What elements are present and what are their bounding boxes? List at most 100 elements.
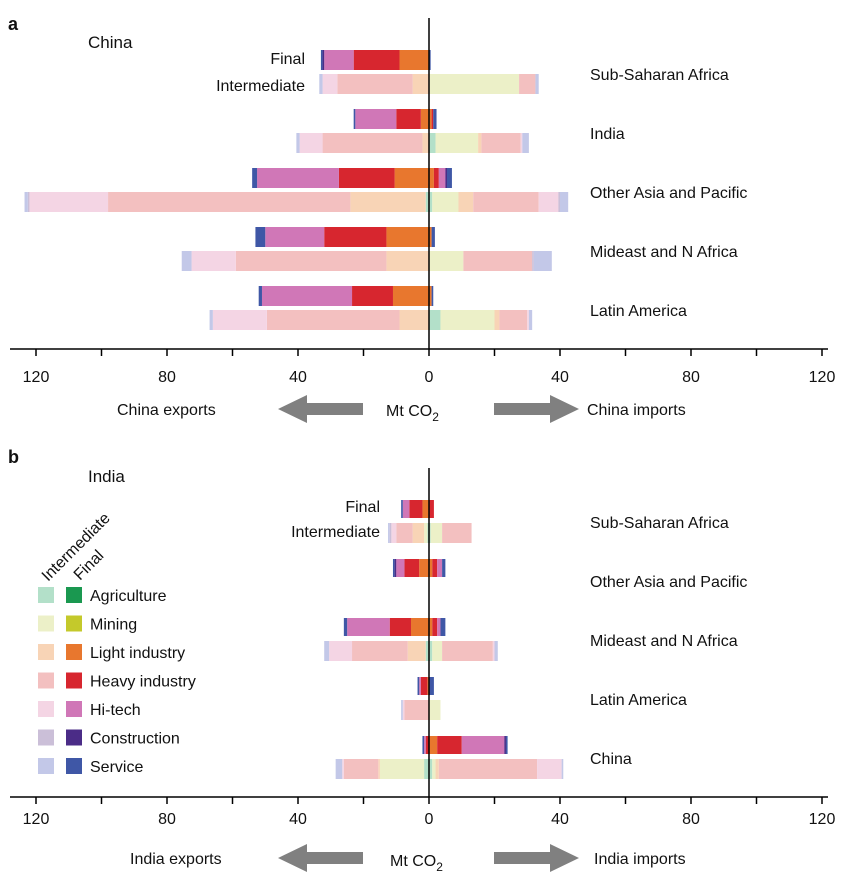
final-export-bar-segment-heavy-industry [420,677,428,695]
final-bar-label: Final [270,51,305,68]
panel-letter: b [8,447,19,467]
right-arrow-icon [494,395,579,423]
intermediate-export-bar-segment-hi-tech [299,133,323,153]
legend-swatch-final [66,758,82,774]
final-export-bar-segment-light-industry [399,50,429,70]
legend-swatch-final [66,729,82,746]
intermediate-export-bar-segment-heavy-industry [337,74,413,94]
final-import-bar-segment-service [431,286,434,306]
intermediate-import-bar-segment-heavy-industry [481,133,521,153]
legend-swatch-final [66,644,82,660]
x-tick-label: 40 [289,811,307,828]
x-tick-label: 40 [289,369,307,386]
intermediate-export-bar-segment-hi-tech [329,641,353,661]
intermediate-export-bar-segment-heavy-industry [343,759,379,779]
final-export-bar-segment-hi-tech [347,618,390,636]
legend-swatch-intermediate [38,615,54,632]
intermediate-import-bar-segment-hi-tech [492,641,495,661]
intermediate-bar-label: Intermediate [291,524,380,541]
final-import-bar-segment-heavy-industry [432,618,438,636]
intermediate-export-bar-segment-hi-tech [322,74,338,94]
region-label: Other Asia and Pacific [590,185,747,202]
final-export-bar-segment-service [252,168,258,188]
final-export-bar-segment-hi-tech [424,736,426,754]
legend-label: Mining [90,617,137,634]
final-import-bar-segment-construction [445,168,448,188]
intermediate-import-bar-segment-service [522,133,529,153]
x-tick-label: 0 [425,811,434,828]
exports-label: India exports [130,851,222,868]
final-export-bar-segment-light-industry [422,500,429,518]
intermediate-export-bar-segment-light-industry [412,523,425,543]
intermediate-import-bar-segment-heavy-industry [442,641,493,661]
x-tick-label: 40 [551,369,569,386]
legend-swatch-final [66,587,82,603]
final-export-bar-segment-service [417,677,420,695]
intermediate-export-bar-segment-service [335,759,343,779]
legend-swatch-intermediate [38,729,54,746]
region-labels: Sub-Saharan Africa India Other Asia and Pa… [590,67,747,320]
intermediate-export-bar-segment-service [296,133,300,153]
final-export-bar-segment-light-industry [420,109,429,129]
final-export-bar-segment-service [422,736,425,754]
final-export-bar-segment-heavy-industry [389,618,411,636]
intermediate-import-bar-segment-agriculture [429,310,441,330]
final-import-bar-segment-heavy-industry [437,736,462,754]
left-arrow-icon [278,844,363,872]
x-tick-label: 120 [809,369,836,386]
intermediate-import-bar-segment-light-industry [494,310,500,330]
panel-b: b India Sub-Saharan Africa Other Asia and… [8,447,835,872]
legend-swatch-intermediate [38,758,54,774]
intermediate-export-bar-segment-heavy-industry [352,641,408,661]
final-import-bar-segment-heavy-industry [433,168,439,188]
final-import-bar-segment-service [440,618,446,636]
left-arrow-icon [278,395,363,423]
final-import-bar-segment-construction [504,736,506,754]
intermediate-import-bar-segment-mining [435,133,479,153]
intermediate-import-bar-segment-heavy-industry [473,192,539,212]
intermediate-export-bar-segment-hi-tech [191,251,236,271]
intermediate-export-bar-segment-service [388,523,390,543]
final-export-bar-segment-hi-tech [324,50,354,70]
final-export-bar-segment-service [353,109,356,129]
intermediate-import-bar-segment-hi-tech [538,192,559,212]
intermediate-import-bar-segment-service [560,192,569,212]
intermediate-export-bar-segment-heavy-industry [108,192,351,212]
intermediate-export-bar-segment-agriculture [427,523,429,543]
final-import-bar-segment-light-industry [429,227,432,247]
final-import-bar-segment-heavy-industry [431,109,434,129]
final-export-bar-segment-hi-tech [396,559,405,577]
final-export-bar-segment-heavy-industry [425,736,429,754]
intermediate-import-bar-segment-service [561,759,564,779]
final-export-bar-segment-hi-tech [419,677,421,695]
intermediate-import-bar-segment-hi-tech [537,759,562,779]
intermediate-export-bar-segment-mining [379,759,425,779]
final-import-bar-segment-light-industry [429,559,433,577]
final-import-bar-segment-hi-tech [437,559,443,577]
intermediate-export-bar-segment-construction [27,192,30,212]
intermediate-bar-label: Intermediate [216,78,305,95]
intermediate-import-bar-segment-hi-tech [520,133,523,153]
final-import-bar-segment-service [505,736,508,754]
final-export-bar-segment-construction [394,559,397,577]
final-import-bar-segment-heavy-industry [432,559,438,577]
x-tick-label: 80 [682,811,700,828]
intermediate-export-bar-segment-hi-tech [212,310,267,330]
final-import-bar-segment-light-industry [429,736,438,754]
region-label: Mideast and N Africa [590,633,738,650]
right-arrow-icon [494,844,579,872]
intermediate-import-bar-segment-mining [429,74,520,94]
final-export-bar-segment-construction [322,50,325,70]
legend-label: Hi-tech [90,702,141,719]
intermediate-export-bar-segment-light-industry [378,759,380,779]
intermediate-export-bar-segment-heavy-industry [235,251,387,271]
final-export-bar-segment-heavy-industry [409,500,423,518]
x-axis: 120 80 40 0 40 80 120 [10,18,835,386]
imports-label: India imports [594,851,686,868]
panel-letter: a [8,14,19,34]
intermediate-import-bar-segment-heavy-industry [463,251,533,271]
final-export-bar-segment-light-industry [419,559,429,577]
intermediate-import-bar-segment-mining [429,251,464,271]
intermediate-export-bar-segment-heavy-industry [322,133,423,153]
final-export-bar-segment-heavy-industry [324,227,387,247]
